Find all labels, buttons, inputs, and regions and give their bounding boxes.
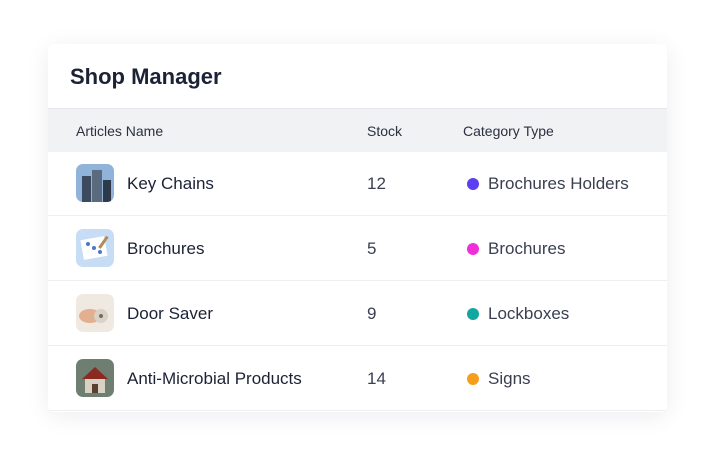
stock-count: 5 (367, 239, 377, 258)
category-type: Lockboxes (488, 304, 570, 323)
category-dot (467, 373, 479, 385)
card-title: Shop Manager (70, 64, 222, 89)
category-type: Brochures (488, 239, 566, 258)
category-dot (467, 178, 479, 190)
stock-count: 14 (367, 369, 386, 388)
table-row: Anti-Microbial Products 14 Signs (48, 346, 667, 411)
product-name: Key Chains (127, 174, 214, 193)
table-row: Brochures 5 Brochures (48, 216, 667, 281)
category-dot (467, 308, 479, 320)
stock-count: 12 (367, 174, 386, 193)
category-type: Brochures Holders (488, 174, 629, 193)
table-row: Door Saver 9 Lockboxes (48, 281, 667, 346)
column-header: Articles Name (76, 123, 164, 139)
column-header: Category Type (463, 123, 554, 139)
table-row: Key Chains 12 Brochures Holders (48, 151, 667, 216)
product-name: Anti-Microbial Products (127, 369, 302, 388)
category-dot (467, 243, 479, 255)
product-image (76, 229, 114, 267)
product-name: Brochures (127, 239, 205, 258)
category-type: Signs (488, 369, 531, 388)
product-image (76, 164, 114, 202)
table-header: Articles Name Stock Category Type (48, 108, 667, 152)
product-image (76, 359, 114, 397)
product-name: Door Saver (127, 304, 213, 323)
table-card: Shop Manager Articles Name Stock Categor… (48, 44, 667, 412)
stock-count: 9 (367, 304, 377, 323)
product-image (76, 294, 114, 332)
column-header: Stock (367, 123, 403, 139)
